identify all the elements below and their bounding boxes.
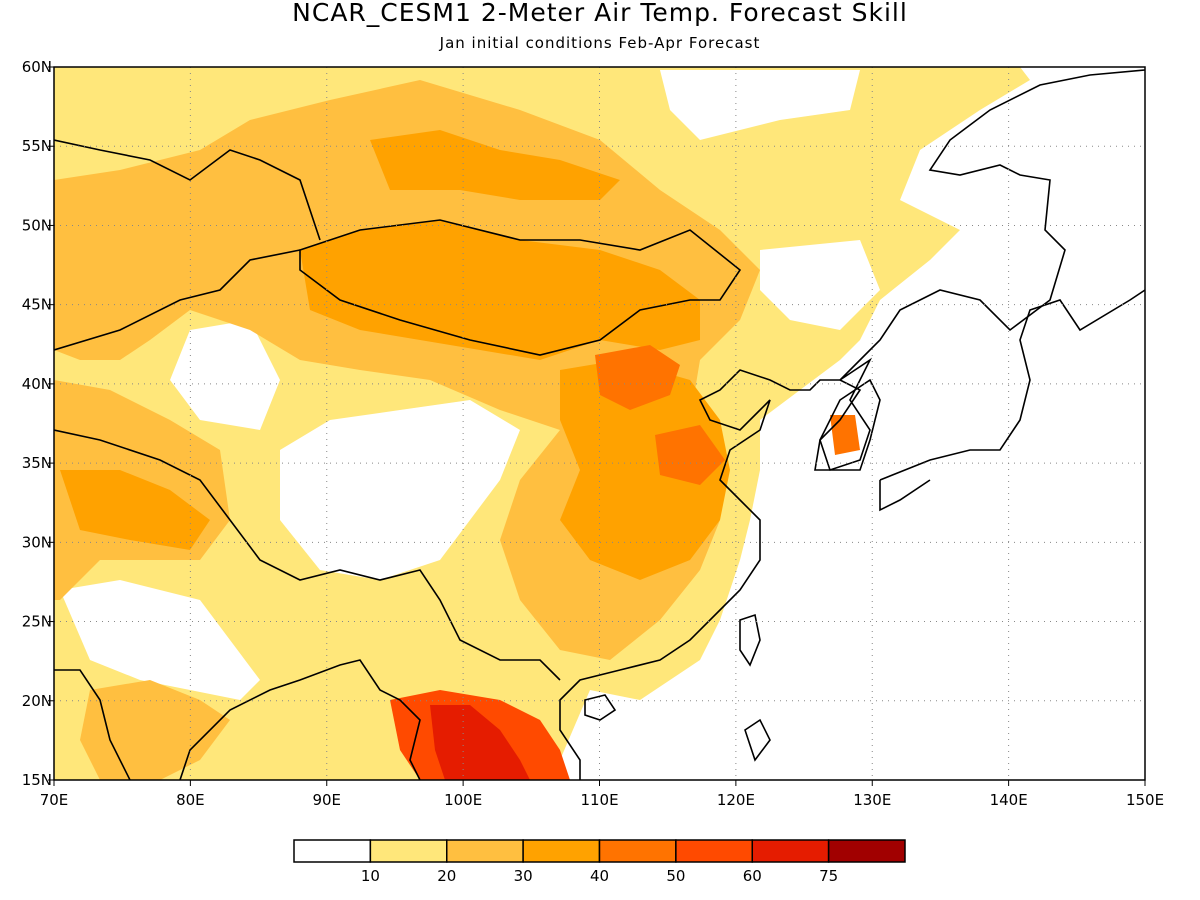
- coast-philippines: [744, 718, 771, 762]
- lon-tick-label: 150E: [1126, 791, 1164, 809]
- coast-japan: [879, 289, 1145, 512]
- lat-tick-labels: 15N 20N 25N 30N 35N 40N 45N 50N 55N 60N: [22, 58, 54, 789]
- skill-region-level3-west: [60, 470, 210, 550]
- skill-region-level4-a: [595, 345, 680, 410]
- colorbar-label: 75: [819, 867, 838, 885]
- skill-field: [54, 67, 1145, 780]
- colorbar-swatch: [827, 839, 906, 863]
- map-title: NCAR_CESM1 2-Meter Air Temp. Forecast Sk…: [292, 0, 908, 27]
- colorbar: 10 20 30 40 50 60 75: [293, 839, 906, 885]
- lon-tick-label: 130E: [853, 791, 891, 809]
- colorbar-label: 10: [361, 867, 380, 885]
- colorbar-swatch: [751, 839, 830, 863]
- lon-tick-label: 80E: [176, 791, 205, 809]
- lat-tick-label: 30N: [22, 533, 52, 551]
- skill-hole-ne: [660, 70, 860, 140]
- lat-tick-label: 60N: [22, 58, 52, 76]
- lat-tick-label: 15N: [22, 771, 52, 789]
- lon-tick-labels: 70E 80E 90E 100E 110E 120E 130E 140E 150E: [40, 780, 1164, 809]
- lat-tick-label: 50N: [22, 216, 52, 234]
- colorbar-swatch: [293, 839, 372, 863]
- skill-region-level4-b: [655, 425, 725, 485]
- colorbar-label: 20: [437, 867, 456, 885]
- lon-tick-label: 110E: [580, 791, 618, 809]
- lat-tick-label: 25N: [22, 613, 52, 631]
- skill-hole-tibet: [280, 400, 520, 580]
- colorbar-swatch: [446, 839, 524, 863]
- coast-hainan: [584, 694, 617, 721]
- skill-hole-central: [170, 320, 280, 430]
- lat-tick-label: 20N: [22, 692, 52, 710]
- colorbar-label: 50: [666, 867, 685, 885]
- border-mongolia: [299, 219, 742, 356]
- coast-korea: [819, 378, 881, 471]
- skill-region-level4-c: [830, 415, 860, 455]
- colorbar-label: 30: [514, 867, 533, 885]
- lat-tick-label: 35N: [22, 454, 52, 472]
- lon-tick-label: 90E: [312, 791, 341, 809]
- skill-region-level3-east: [560, 360, 730, 580]
- colorbar-label: 60: [743, 867, 762, 885]
- border-russia: [54, 139, 321, 241]
- skill-hole-india: [60, 580, 260, 700]
- colorbar-swatch: [522, 839, 601, 863]
- skill-region-level3-north: [370, 130, 620, 200]
- lon-tick-label: 140E: [990, 791, 1028, 809]
- map-subtitle: Jan initial conditions Feb-Apr Forecast: [439, 34, 761, 52]
- lon-tick-label: 100E: [444, 791, 482, 809]
- lat-tick-label: 55N: [22, 137, 52, 155]
- colorbar-label: 40: [590, 867, 609, 885]
- coast-india: [54, 659, 421, 780]
- coast-taiwan: [739, 613, 761, 667]
- colorbar-swatch: [369, 839, 448, 863]
- skill-hole-nechina: [760, 240, 880, 330]
- lat-tick-label: 45N: [22, 296, 52, 314]
- colorbar-swatch: [598, 839, 677, 863]
- lat-tick-label: 40N: [22, 375, 52, 393]
- coastlines: [54, 69, 1145, 780]
- lon-tick-label: 120E: [717, 791, 755, 809]
- colorbar-swatch: [675, 839, 753, 863]
- coast-china: [559, 69, 1145, 780]
- border-china-west: [54, 249, 561, 681]
- skill-region-level6: [430, 705, 530, 780]
- lon-tick-label: 70E: [40, 791, 69, 809]
- map-grid: [54, 67, 1145, 780]
